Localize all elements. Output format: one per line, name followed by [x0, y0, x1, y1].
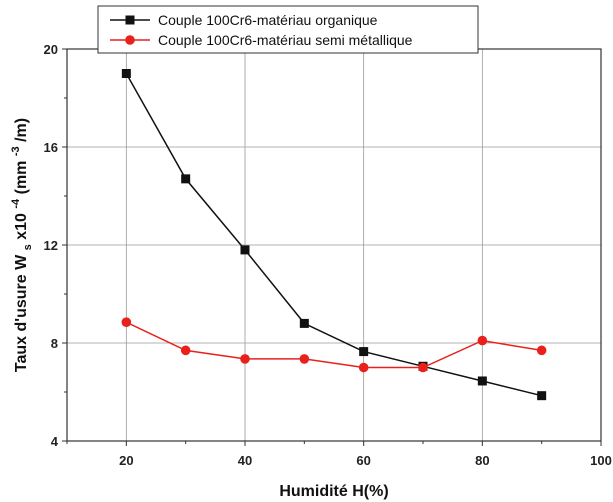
data-point-semi-metallique [121, 317, 132, 327]
data-point-semi-metallique [180, 345, 191, 356]
y-axis-title-prefix: Taux d'usure W [13, 254, 30, 372]
data-point-organique [299, 318, 309, 328]
y-axis-title-suffix: /m) [13, 118, 30, 142]
legend-box [97, 5, 479, 54]
y-axis-title-superscript: -4 [10, 198, 22, 209]
x-tick-label: 20 [119, 453, 133, 468]
legend-marker-organique [125, 15, 135, 25]
y-axis-title-after-sup: (mm [13, 161, 30, 195]
data-point-organique [537, 391, 547, 401]
ticks: 20 40 60 80 100 4 8 12 16 20 [44, 42, 612, 468]
data-point-organique [240, 245, 250, 255]
x-axis-title: Humidité H(%) [279, 483, 388, 500]
x-tick-label: 80 [475, 453, 489, 468]
legend-label-organique: Couple 100Cr6-matériau organique [158, 12, 378, 28]
data-point-organique [477, 376, 487, 386]
y-tick-label: 12 [44, 238, 58, 253]
data-point-semi-metallique [418, 362, 428, 373]
legend-label-semi-metallique: Couple 100Cr6-matériau semi métallique [158, 32, 413, 48]
data-point-semi-metallique [358, 362, 369, 373]
y-axis-title-middle: x10 [13, 213, 30, 240]
y-tick-label: 8 [51, 336, 58, 351]
data-point-semi-metallique [477, 335, 488, 346]
data-point-organique [121, 69, 131, 78]
y-tick-label: 20 [44, 42, 58, 57]
x-tick-label: 60 [356, 453, 370, 468]
legend-marker-semi-metallique [125, 35, 135, 45]
y-tick-label: 4 [51, 434, 59, 449]
data-point-organique [181, 174, 191, 184]
series-line-organique [125, 73, 542, 397]
y-axis-title: Taux d'usure W s x10 -4 (mm -3 /m) [6, 118, 35, 372]
x-tick-label: 100 [590, 453, 612, 468]
y-tick-label: 16 [44, 140, 58, 155]
series-layer [121, 69, 547, 401]
grid [67, 48, 602, 442]
x-tick-label: 40 [238, 453, 252, 468]
legend: Couple 100Cr6-matériau organique Couple … [97, 5, 479, 54]
series-semi-metallique [121, 317, 547, 373]
series-line-semi-metallique [125, 321, 542, 369]
y-axis-title-subscript: s [22, 244, 34, 250]
data-point-semi-metallique [240, 354, 250, 364]
data-point-semi-metallique [536, 345, 547, 356]
y-axis-title-superscript2: -3 [10, 146, 22, 156]
data-point-semi-metallique [299, 354, 310, 364]
data-point-organique [359, 347, 369, 357]
